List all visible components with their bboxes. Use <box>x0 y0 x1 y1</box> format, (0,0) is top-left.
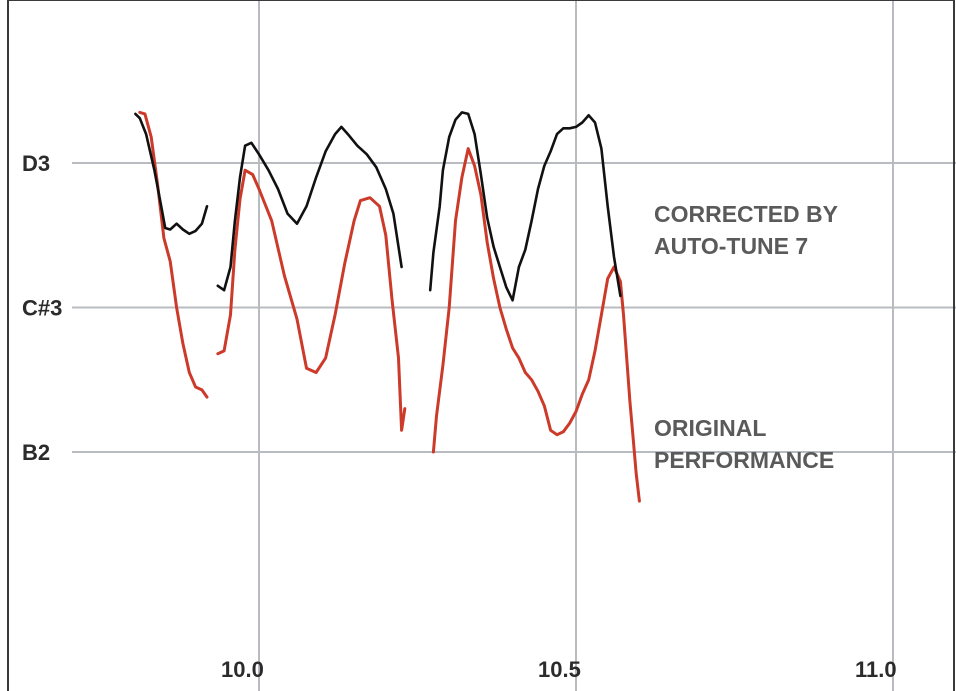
chart-frame <box>7 0 955 691</box>
corrected-series-label-line1: CORRECTED BY <box>654 201 838 227</box>
x-tick-label-10.0: 10.0 <box>221 657 264 682</box>
x-tick-label-11.0: 11.0 <box>855 657 897 682</box>
original-series-line-2 <box>216 168 407 432</box>
corrected-series-line-2 <box>216 125 403 292</box>
original-series-label-line2: PERFORMANCE <box>654 447 834 473</box>
series-layer <box>134 110 641 503</box>
x-tick-label-10.5: 10.5 <box>538 657 581 682</box>
corrected-series-line-3 <box>428 111 622 302</box>
corrected-series-line-1 <box>134 112 209 236</box>
original-series-line-3 <box>431 147 641 503</box>
y-tick-label-B2: B2 <box>22 440 50 465</box>
tick-labels: 10.0 10.5 11.0 B2 C#3 D3 <box>22 151 897 682</box>
y-tick-label-D3: D3 <box>22 151 50 176</box>
original-series-line-1 <box>138 110 209 399</box>
grid <box>72 0 956 691</box>
original-series-label-line1: ORIGINAL <box>654 415 766 441</box>
y-tick-label-C#3: C#3 <box>22 296 62 321</box>
corrected-series-label-line2: AUTO-TUNE 7 <box>654 233 808 259</box>
series-labels: CORRECTED BY AUTO-TUNE 7 ORIGINAL PERFOR… <box>654 201 838 473</box>
